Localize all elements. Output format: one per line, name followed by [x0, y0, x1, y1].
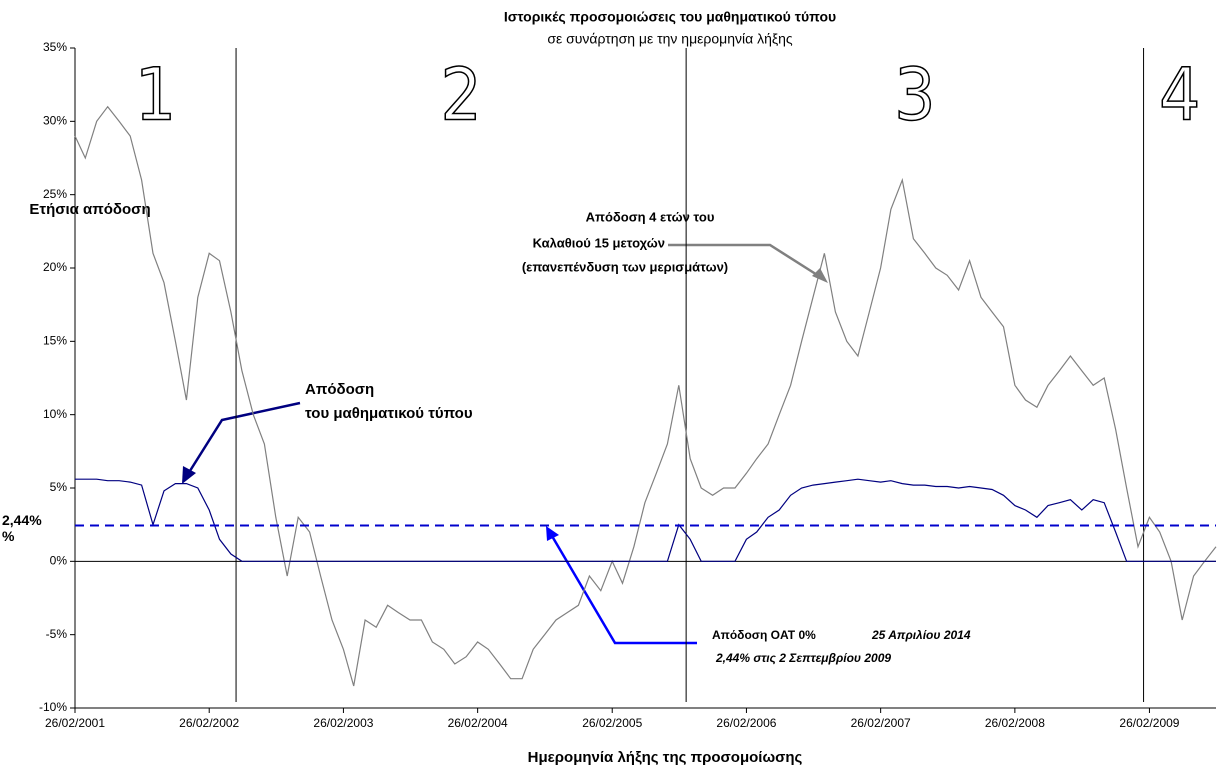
- x-axis-label: Ημερομηνία λήξης της προσομοίωσης: [528, 749, 803, 766]
- period-label: 4: [1159, 53, 1200, 137]
- chart-title: Ιστορικές προσομοιώσεις του μαθηματικού …: [504, 9, 836, 25]
- y-axis-label: Ετήσια απόδοση: [29, 201, 150, 218]
- y-tick-label: 35%: [43, 40, 67, 54]
- annotation: Καλαθιού 15 μετοχών: [533, 235, 665, 250]
- y-tick-label: -10%: [39, 700, 67, 714]
- x-tick-label: 26/02/2006: [716, 716, 776, 730]
- annotation: Απόδοση OAT 0%: [712, 628, 816, 642]
- y-tick-label: 15%: [43, 334, 67, 348]
- y-tick-label: 25%: [43, 187, 67, 201]
- arrow: [668, 243, 823, 280]
- series-line: [74, 105, 1217, 687]
- arrowhead: [812, 268, 828, 283]
- period-label: 1: [135, 53, 176, 137]
- x-tick-label: 26/02/2002: [179, 716, 239, 730]
- period-label: 2: [440, 53, 481, 137]
- x-tick-label: 26/02/2007: [851, 716, 911, 730]
- annotation: Απόδοση: [305, 381, 374, 398]
- annotation: 25 Απριλίου 2014: [871, 628, 971, 642]
- arrowhead: [546, 526, 559, 541]
- x-tick-label: 26/02/2009: [1119, 716, 1179, 730]
- y-tick-label: 10%: [43, 407, 67, 421]
- y-tick-label: 30%: [43, 114, 67, 128]
- annotation: 2,44% στις 2 Σεπτεμβρίου 2009: [715, 651, 891, 665]
- annotation: Απόδοση 4 ετών του: [586, 209, 715, 224]
- arrow: [186, 401, 301, 475]
- y-tick-label: 5%: [50, 480, 68, 494]
- chart-subtitle: σε συνάρτηση με την ημερομηνία λήξης: [547, 31, 793, 47]
- x-tick-label: 26/02/2005: [582, 716, 642, 730]
- arrowhead: [182, 466, 196, 484]
- x-tick-label: 26/02/2004: [448, 716, 508, 730]
- y-tick-label: 20%: [43, 260, 67, 274]
- period-label: 3: [894, 53, 935, 137]
- reference-label: 2,44%: [2, 512, 42, 528]
- reference-label: %: [2, 528, 15, 544]
- arrow: [550, 535, 697, 645]
- series-line: [75, 478, 1216, 562]
- y-tick-label: -5%: [46, 627, 68, 641]
- x-tick-label: 26/02/2001: [45, 716, 105, 730]
- annotation: (επανεπένδυση των μερισμάτων): [522, 259, 728, 274]
- x-tick-label: 26/02/2008: [985, 716, 1045, 730]
- annotation: του μαθηματικού τύπου: [305, 405, 473, 422]
- y-tick-label: 0%: [50, 554, 68, 568]
- x-tick-label: 26/02/2003: [313, 716, 373, 730]
